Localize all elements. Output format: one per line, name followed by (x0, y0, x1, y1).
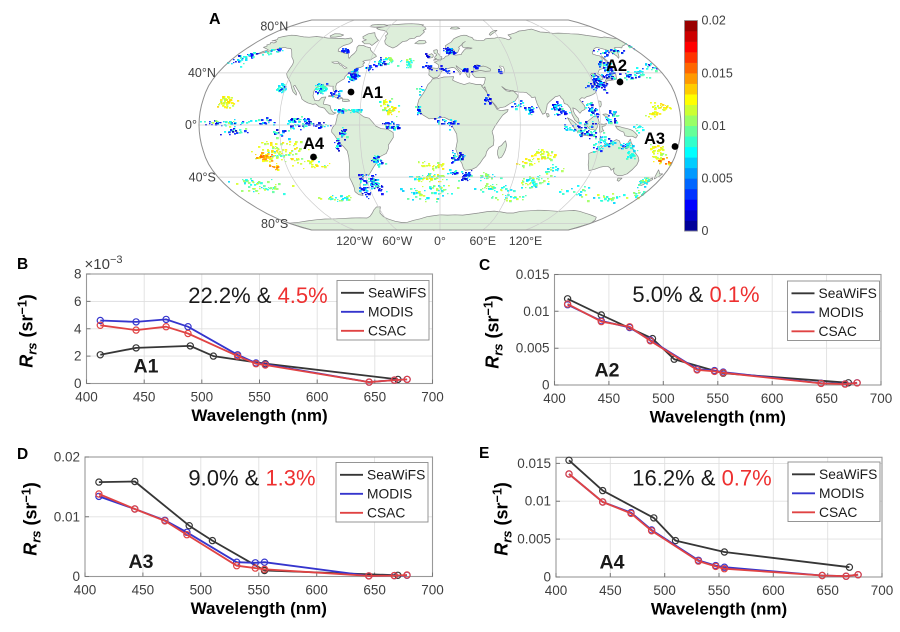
svg-text:40°N: 40°N (188, 66, 216, 80)
svg-text:80°N: 80°N (260, 20, 288, 34)
svg-text:MODIS: MODIS (819, 486, 864, 501)
svg-text:0°: 0° (434, 234, 446, 248)
svg-text:400: 400 (75, 390, 98, 405)
svg-text:400: 400 (543, 391, 566, 406)
svg-text:Wavelength (nm): Wavelength (nm) (650, 408, 786, 427)
svg-text:CSAC: CSAC (367, 505, 405, 520)
svg-text:500: 500 (653, 583, 676, 598)
svg-text:Wavelength (nm): Wavelength (nm) (191, 599, 327, 618)
svg-text:5.0% & 0.1%: 5.0% & 0.1% (632, 282, 759, 307)
svg-text:60°E: 60°E (469, 234, 496, 248)
svg-text:0°: 0° (185, 118, 197, 132)
svg-text:600: 600 (306, 390, 329, 405)
svg-text:0.01: 0.01 (523, 304, 549, 319)
svg-text:0: 0 (72, 569, 80, 584)
svg-text:550: 550 (247, 583, 270, 598)
svg-text:60°W: 60°W (382, 234, 412, 248)
svg-text:B: B (17, 256, 28, 273)
svg-text:0.02: 0.02 (54, 450, 80, 465)
svg-text:0.01: 0.01 (525, 494, 551, 509)
svg-text:700: 700 (421, 390, 444, 405)
svg-text:500: 500 (191, 390, 214, 405)
svg-text:550: 550 (706, 391, 729, 406)
svg-text:0.005: 0.005 (517, 532, 551, 547)
svg-text:CSAC: CSAC (819, 505, 857, 520)
svg-text:MODIS: MODIS (368, 304, 413, 319)
svg-text:8: 8 (74, 267, 82, 282)
svg-text:450: 450 (133, 390, 156, 405)
svg-text:A2: A2 (606, 57, 627, 75)
svg-text:9.0% & 1.3%: 9.0% & 1.3% (188, 466, 315, 491)
svg-text:4: 4 (74, 321, 82, 336)
svg-text:A: A (209, 11, 221, 28)
svg-text:0.015: 0.015 (517, 456, 551, 471)
svg-text:D: D (17, 446, 28, 463)
svg-text:A4: A4 (600, 552, 625, 574)
svg-text:A1: A1 (362, 84, 383, 102)
svg-text:0: 0 (74, 376, 82, 391)
svg-text:MODIS: MODIS (819, 305, 864, 320)
svg-text:A4: A4 (303, 135, 325, 153)
svg-text:2: 2 (74, 349, 82, 364)
svg-text:600: 600 (762, 583, 785, 598)
svg-text:CSAC: CSAC (819, 324, 857, 339)
svg-text:700: 700 (870, 391, 893, 406)
svg-text:0.01: 0.01 (702, 119, 726, 133)
svg-text:0.015: 0.015 (516, 267, 550, 282)
svg-text:650: 650 (815, 391, 838, 406)
svg-text:A3: A3 (129, 551, 154, 573)
svg-text:650: 650 (364, 390, 387, 405)
svg-text:450: 450 (132, 583, 155, 598)
svg-text:0: 0 (702, 224, 709, 238)
svg-text:6: 6 (74, 294, 82, 309)
svg-text:550: 550 (708, 583, 731, 598)
svg-text:CSAC: CSAC (368, 323, 406, 338)
svg-text:600: 600 (305, 583, 328, 598)
svg-text:A3: A3 (644, 130, 665, 148)
svg-text:16.2% & 0.7%: 16.2% & 0.7% (632, 466, 771, 491)
svg-text:80°S: 80°S (261, 217, 288, 231)
svg-text:SeaWiFS: SeaWiFS (367, 467, 425, 482)
svg-text:650: 650 (363, 583, 386, 598)
svg-text:650: 650 (816, 583, 839, 598)
svg-text:22.2% & 4.5%: 22.2% & 4.5% (188, 283, 327, 308)
svg-text:A1: A1 (134, 356, 159, 378)
svg-text:0.01: 0.01 (54, 509, 80, 524)
svg-text:450: 450 (598, 391, 621, 406)
svg-text:500: 500 (652, 391, 675, 406)
svg-text:120°E: 120°E (509, 234, 542, 248)
svg-text:120°W: 120°W (336, 234, 373, 248)
svg-text:C: C (479, 257, 490, 274)
svg-text:500: 500 (190, 583, 213, 598)
svg-text:40°S: 40°S (189, 170, 216, 184)
svg-text:SeaWiFS: SeaWiFS (819, 286, 877, 301)
svg-text:0.005: 0.005 (516, 341, 550, 356)
svg-text:0.02: 0.02 (702, 14, 726, 28)
svg-text:MODIS: MODIS (367, 486, 412, 501)
svg-text:400: 400 (74, 583, 97, 598)
svg-text:0.015: 0.015 (702, 66, 733, 80)
svg-text:700: 700 (871, 583, 894, 598)
svg-text:Wavelength (nm): Wavelength (nm) (651, 600, 787, 619)
svg-text:600: 600 (761, 391, 784, 406)
svg-text:0: 0 (542, 378, 550, 393)
svg-text:550: 550 (248, 390, 271, 405)
svg-text:SeaWiFS: SeaWiFS (819, 467, 877, 482)
svg-text:E: E (479, 445, 489, 462)
svg-text:0: 0 (543, 570, 551, 585)
svg-text:700: 700 (421, 583, 444, 598)
svg-text:400: 400 (545, 583, 568, 598)
svg-text:A2: A2 (595, 360, 620, 382)
svg-text:0.005: 0.005 (702, 172, 733, 186)
svg-text:Wavelength (nm): Wavelength (nm) (191, 406, 327, 425)
svg-text:Rrs (sr−1): Rrs (sr−1) (16, 294, 40, 368)
svg-text:SeaWiFS: SeaWiFS (368, 285, 426, 300)
svg-text:450: 450 (599, 583, 622, 598)
